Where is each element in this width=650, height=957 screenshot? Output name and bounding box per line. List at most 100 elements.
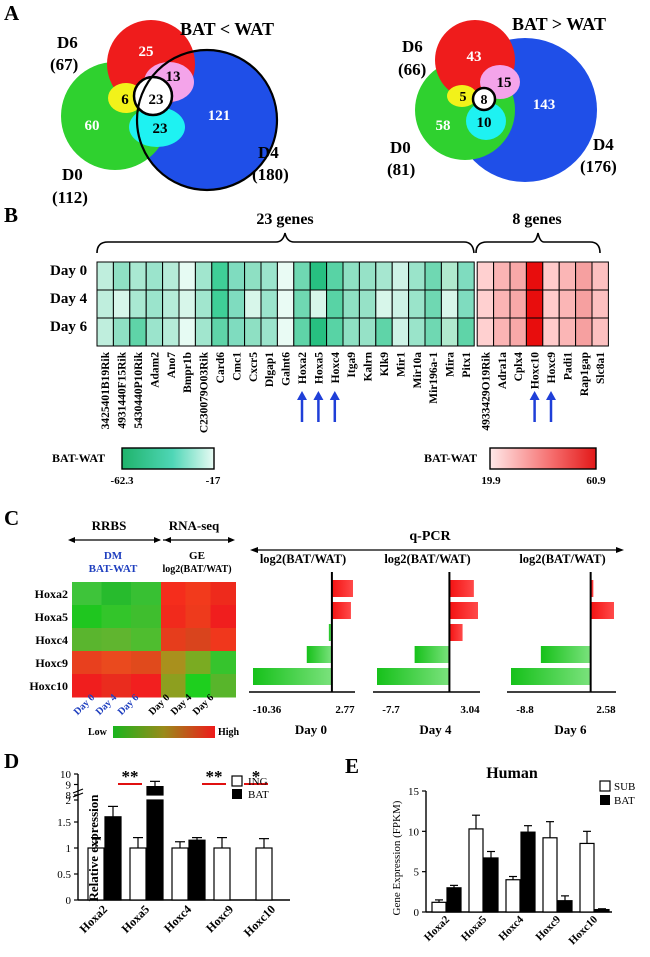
heat-cell-Hoxc9-r1 bbox=[542, 289, 560, 319]
gene-label-Hoxc10: Hoxc10 bbox=[530, 352, 542, 389]
gene-label-Kalrn: Kalrn bbox=[363, 351, 375, 381]
panel-a-letter: A bbox=[4, 1, 20, 25]
dm-cell-Hoxc9-2 bbox=[131, 651, 161, 675]
e-xlabel-Hoxc4: Hoxc4 bbox=[496, 913, 526, 943]
heat-cell-Mira-r1 bbox=[440, 289, 459, 319]
d-legend-bat-swatch bbox=[232, 789, 242, 799]
venn-right-d6-d4: 15 bbox=[497, 75, 512, 91]
heat-cell-Itga9-r1 bbox=[342, 289, 360, 319]
qpcr-bar-1-Hoxa5 bbox=[449, 602, 478, 619]
scale-green-max: -17 bbox=[206, 475, 221, 487]
qpcr-bar-1-Hoxc10 bbox=[377, 668, 450, 685]
gene-label-Mir10a: Mir10a bbox=[412, 352, 424, 389]
heat-cell-Adam2-r1 bbox=[145, 289, 164, 319]
venn-left-d6-d0: 6 bbox=[121, 92, 129, 108]
scale-green-bar bbox=[121, 447, 215, 470]
venn-left-d0d4 bbox=[129, 107, 185, 147]
gene-label-4933429O19Rik: 4933429O19Rik bbox=[480, 351, 492, 430]
scale-green-label: BAT-WAT bbox=[52, 451, 105, 465]
gene-label-Mir1: Mir1 bbox=[395, 352, 407, 377]
d-legend-ing: ING bbox=[248, 776, 268, 788]
heat-cell-Cxcr5-r0 bbox=[244, 261, 262, 291]
heatc-gene-Hoxc10: Hoxc10 bbox=[29, 679, 68, 693]
heat-cell-Padi1-r1 bbox=[558, 289, 577, 319]
d-ylabel: Relative expression bbox=[86, 794, 101, 902]
e-bar-SUB-Hoxc10 bbox=[579, 842, 595, 913]
dm-cell-Hoxc9-0 bbox=[72, 651, 102, 675]
heat-cell-Hoxa2-r1 bbox=[293, 289, 311, 319]
dm-cell-Hoxc10-1 bbox=[101, 674, 132, 698]
ge-cell-Hoxc10-1 bbox=[185, 674, 211, 698]
dm-cell-Hoxa5-2 bbox=[131, 605, 161, 629]
heat-cell-Hoxc9-r0 bbox=[542, 261, 560, 291]
heat-cell-Mir10a-r0 bbox=[408, 261, 426, 291]
qpcr-bar-2-Hoxa2 bbox=[590, 580, 594, 597]
gene-label-Cxcr5: Cxcr5 bbox=[248, 352, 260, 382]
dm-cell-Hoxa5-0 bbox=[72, 605, 102, 629]
heat-cell-Slc8a1-r2 bbox=[591, 317, 609, 347]
heat-cell-4931440F15Rik-r2 bbox=[112, 317, 131, 347]
ge-cell-Hoxc9-0 bbox=[160, 651, 186, 675]
scale-red-max: 60.9 bbox=[586, 475, 606, 487]
venn-right-d6-only: 43 bbox=[467, 49, 482, 65]
ge-cell-Hoxc10-0 bbox=[160, 674, 186, 698]
e-bar-BAT-Hoxa5 bbox=[483, 857, 499, 913]
e-bar-SUB-Hoxc4 bbox=[505, 879, 521, 913]
heat-cell-Adam2-r0 bbox=[145, 261, 164, 291]
qpcr-day-1: Day 4 bbox=[419, 722, 452, 737]
heat-cell-Hoxc10-r1 bbox=[525, 289, 544, 319]
qpcr-day-0: Day 0 bbox=[295, 722, 327, 737]
ge-cell-Hoxc4-1 bbox=[185, 628, 211, 652]
e-xlabel-Hoxc10: Hoxc10 bbox=[567, 913, 601, 947]
heat-cell-Galnt6-r2 bbox=[276, 317, 295, 347]
heat-cell-Cmc1-r0 bbox=[227, 261, 246, 291]
arrow-head-Hoxc4 bbox=[329, 391, 340, 400]
gene-label-Card6: Card6 bbox=[215, 352, 227, 384]
e-bar-SUB-Hoxa5 bbox=[468, 828, 484, 913]
d-bar-BAT-Hoxa2 bbox=[104, 816, 122, 901]
e-legend-sub-swatch bbox=[599, 780, 611, 792]
venn-right-title: BAT > WAT bbox=[512, 14, 606, 34]
group1-label: 23 genes bbox=[256, 211, 313, 228]
d-xlabel-Hoxc10: Hoxc10 bbox=[241, 902, 278, 939]
gene-label-Galnt6: Galnt6 bbox=[281, 352, 293, 386]
heat-cell-Rap1gap-r1 bbox=[575, 289, 593, 319]
heat-cell-Slc8a1-r1 bbox=[591, 289, 609, 319]
qpcr-min-2: -8.8 bbox=[516, 704, 534, 716]
heat-cell-Bmpr1b-r1 bbox=[178, 289, 196, 319]
heatc-gene-Hoxc9: Hoxc9 bbox=[35, 656, 68, 670]
gene-label-Padi1: Padi1 bbox=[562, 352, 574, 380]
heat-cell-Dlgap1-r0 bbox=[260, 261, 278, 291]
qpcr-title-2: log2(BAT/WAT) bbox=[519, 552, 605, 566]
heat-cell-Pitx1-r1 bbox=[457, 289, 475, 319]
heat-cell-Mir196a-1-r0 bbox=[424, 261, 442, 291]
venn-left-d4-only: 121 bbox=[208, 108, 231, 124]
rnaseq-label: RNA-seq bbox=[169, 518, 220, 533]
arrow-head-Hoxa5 bbox=[313, 391, 324, 400]
venn-right-d4-only: 143 bbox=[533, 97, 556, 113]
ge-cell-Hoxc10-2 bbox=[210, 674, 236, 698]
gene-label-Hoxc4: Hoxc4 bbox=[330, 352, 342, 384]
heatmap-c bbox=[72, 582, 236, 698]
venn-right-d6-d0: 5 bbox=[460, 90, 467, 105]
d-sig-1: ** bbox=[206, 767, 223, 786]
group2-label: 8 genes bbox=[512, 211, 561, 228]
d-ytick-label-3: 1.5 bbox=[57, 817, 71, 829]
venn-left-d6-count: (67) bbox=[50, 55, 78, 74]
highlight-arrows bbox=[297, 391, 556, 422]
heat-cell-4933429O19Rik-r2 bbox=[476, 317, 495, 347]
d-ytick-label-4: 2 bbox=[66, 795, 72, 807]
heat-cell-Rap1gap-r2 bbox=[575, 317, 593, 347]
heat-cell-Cmc1-r1 bbox=[227, 289, 246, 319]
heat-cell-3425401B19Rik-r0 bbox=[96, 261, 114, 291]
d-xlabel-Hoxa2: Hoxa2 bbox=[77, 902, 110, 935]
qpcr-min-1: -7.7 bbox=[382, 704, 400, 716]
dm-cell-Hoxc10-2 bbox=[131, 674, 161, 698]
venn-left: 25 13 6 23 60 23 121 bbox=[61, 20, 279, 192]
d-sig-0: ** bbox=[122, 767, 139, 786]
heat-cell-Hoxa5-r1 bbox=[309, 289, 328, 319]
venn-left-d0-only: 60 bbox=[85, 118, 100, 134]
heat-cell-Dlgap1-r1 bbox=[260, 289, 278, 319]
venn-right-d0-label: D0 bbox=[390, 138, 411, 157]
e-bar-BAT-Hoxc9 bbox=[557, 900, 573, 913]
